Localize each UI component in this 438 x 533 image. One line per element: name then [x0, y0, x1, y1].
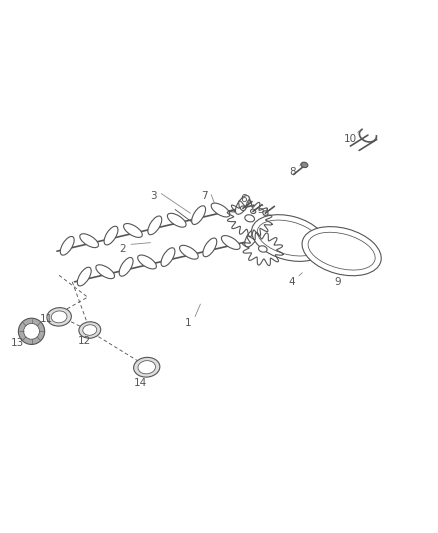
Text: 8: 8	[289, 167, 296, 177]
Text: 12: 12	[78, 336, 91, 346]
Text: 1: 1	[185, 318, 192, 328]
Ellipse shape	[51, 311, 67, 323]
Ellipse shape	[119, 257, 133, 276]
Ellipse shape	[258, 220, 321, 256]
Text: 9: 9	[334, 277, 341, 287]
Ellipse shape	[240, 206, 246, 211]
Text: 10: 10	[344, 134, 357, 144]
Text: 14: 14	[134, 377, 147, 387]
Ellipse shape	[245, 215, 254, 222]
Ellipse shape	[236, 196, 249, 214]
Text: 2: 2	[119, 244, 126, 254]
Ellipse shape	[78, 267, 91, 286]
Ellipse shape	[203, 238, 217, 257]
Ellipse shape	[301, 162, 308, 167]
Ellipse shape	[18, 318, 45, 344]
Ellipse shape	[263, 211, 268, 215]
Ellipse shape	[124, 223, 142, 237]
Text: 13: 13	[11, 338, 24, 348]
Ellipse shape	[47, 308, 71, 326]
Text: 7: 7	[201, 191, 208, 201]
Ellipse shape	[24, 324, 39, 339]
Text: 11: 11	[39, 314, 53, 324]
Ellipse shape	[245, 228, 258, 247]
Ellipse shape	[167, 213, 186, 227]
Ellipse shape	[138, 361, 155, 374]
Ellipse shape	[161, 248, 175, 266]
Ellipse shape	[302, 227, 381, 276]
Ellipse shape	[192, 206, 205, 224]
Ellipse shape	[60, 237, 74, 255]
Ellipse shape	[79, 322, 101, 338]
Ellipse shape	[80, 234, 99, 248]
Ellipse shape	[83, 325, 97, 335]
Text: 5: 5	[257, 205, 264, 215]
Ellipse shape	[211, 203, 230, 217]
Ellipse shape	[221, 236, 240, 249]
Text: 6: 6	[240, 193, 247, 204]
Ellipse shape	[104, 226, 118, 245]
Ellipse shape	[180, 245, 198, 259]
Ellipse shape	[138, 255, 156, 269]
Ellipse shape	[258, 246, 267, 252]
Ellipse shape	[308, 232, 375, 270]
Text: 4: 4	[288, 277, 295, 287]
Ellipse shape	[251, 215, 327, 261]
Ellipse shape	[251, 209, 256, 214]
Ellipse shape	[134, 357, 160, 377]
Ellipse shape	[148, 216, 162, 235]
Ellipse shape	[96, 265, 115, 279]
Text: 3: 3	[150, 191, 157, 201]
